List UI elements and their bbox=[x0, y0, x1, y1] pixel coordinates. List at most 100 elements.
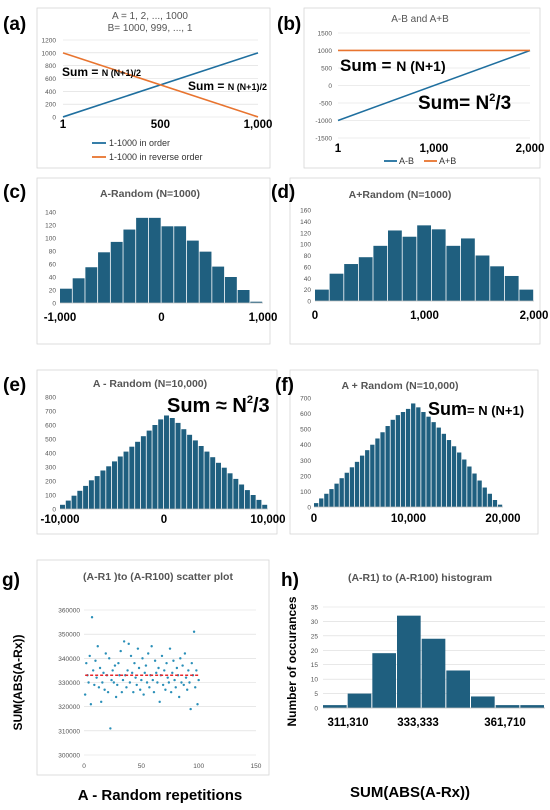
y-tick-d-4: 80 bbox=[304, 253, 312, 260]
y-tick-a-1: 200 bbox=[45, 102, 56, 109]
scatter-point-15 bbox=[101, 681, 104, 684]
bar-e-32 bbox=[244, 490, 250, 509]
bar-e-33 bbox=[250, 495, 256, 509]
y-tick-g-3: 330000 bbox=[58, 680, 80, 687]
scatter-point-44 bbox=[134, 676, 137, 679]
x-tick-g-1: 50 bbox=[138, 763, 146, 770]
y-tick-d-3: 60 bbox=[304, 264, 312, 271]
chart-e: A - Random (N=10,000) 0 100 200 300 400 500 600… bbox=[40, 378, 285, 526]
series-line-a-1 bbox=[62, 52, 259, 118]
y-tick-f-4: 400 bbox=[300, 442, 311, 449]
bar-f-5 bbox=[339, 478, 344, 507]
scatter-point-52 bbox=[143, 671, 146, 675]
y-tick-d-7: 140 bbox=[300, 219, 311, 226]
bar-f-8 bbox=[354, 461, 360, 507]
scatter-point-3 bbox=[87, 681, 90, 684]
annotation-e-sum: Sum ≈ N2/3 bbox=[167, 394, 270, 417]
bar-f-33 bbox=[482, 487, 487, 507]
bar-d-14 bbox=[519, 289, 534, 301]
bar-e-20 bbox=[175, 422, 181, 509]
bar-f-26 bbox=[446, 440, 452, 507]
x-tick-c-2: 1,000 bbox=[249, 312, 278, 324]
bar-e-7 bbox=[100, 470, 106, 509]
bar-c-4 bbox=[110, 241, 123, 303]
y-tick-c-3: 60 bbox=[49, 262, 57, 269]
bar-c-8 bbox=[161, 226, 174, 303]
bar-d-12 bbox=[490, 266, 504, 301]
scatter-point-45 bbox=[135, 683, 138, 687]
scatter-point-96 bbox=[194, 686, 197, 689]
bar-f-28 bbox=[457, 452, 462, 507]
scatter-point-12 bbox=[97, 686, 101, 689]
scatter-point-98 bbox=[196, 703, 199, 706]
y-tick-a-4: 800 bbox=[45, 63, 56, 70]
bar-f-2 bbox=[324, 493, 329, 507]
y-tick-e-3: 300 bbox=[45, 465, 56, 472]
bar-e-25 bbox=[204, 451, 210, 509]
bar-e-16 bbox=[152, 425, 158, 509]
y-tick-e-1: 100 bbox=[45, 493, 56, 500]
scatter-point-43 bbox=[133, 661, 136, 665]
bar-e-10 bbox=[117, 456, 123, 509]
scatter-point-67 bbox=[160, 654, 164, 658]
chart-title-h: (A-R1) to (A-R100) histogram bbox=[348, 572, 492, 584]
y-tick-c-7: 140 bbox=[45, 210, 56, 217]
scatter-point-53 bbox=[144, 664, 148, 667]
scatter-point-84 bbox=[180, 681, 183, 684]
bar-f-32 bbox=[477, 480, 482, 507]
scatter-point-17 bbox=[103, 688, 106, 691]
bar-d-10 bbox=[461, 238, 475, 301]
panel-label-e: (e) bbox=[3, 375, 26, 396]
y-tick-g-1: 310000 bbox=[58, 728, 80, 735]
chart-subtitle-a: B= 1000, 999, ..., 1 bbox=[108, 23, 193, 34]
scatter-point-86 bbox=[182, 683, 185, 687]
scatter-point-69 bbox=[163, 669, 166, 672]
scatter-point-72 bbox=[166, 676, 169, 679]
bar-c-14 bbox=[237, 290, 250, 303]
bar-e-30 bbox=[233, 478, 239, 509]
scatter-point-93 bbox=[190, 661, 193, 665]
bar-f-18 bbox=[405, 408, 411, 507]
chart-title-b: A-B and A+B bbox=[391, 14, 449, 25]
y-tick-b-4: 500 bbox=[321, 66, 332, 73]
scatter-point-56 bbox=[148, 686, 151, 689]
x-tick-b-2: 2,000 bbox=[516, 143, 545, 155]
bar-f-6 bbox=[344, 472, 349, 507]
bar-f-22 bbox=[426, 416, 431, 507]
bar-f-16 bbox=[395, 415, 401, 507]
bar-e-34 bbox=[256, 499, 262, 509]
y-axis-label-h: Number of occurances bbox=[285, 596, 299, 726]
y-tick-f-0: 0 bbox=[307, 505, 311, 512]
scatter-point-89 bbox=[186, 688, 189, 691]
scatter-point-85 bbox=[181, 664, 184, 667]
x-tick-f-1: 10,000 bbox=[391, 513, 426, 525]
bar-d-7 bbox=[417, 225, 431, 301]
annotation-a-left: Sum = N (N+1)/2 bbox=[62, 65, 141, 79]
scatter-point-60 bbox=[152, 690, 156, 694]
bar-d-5 bbox=[388, 230, 402, 301]
y-tick-g-5: 350000 bbox=[58, 632, 80, 639]
chart-g: (A-R1 )to (A-R100) scatter plot 300000 310… bbox=[11, 571, 262, 770]
scatter-point-48 bbox=[138, 688, 142, 691]
y-tick-d-0: 0 bbox=[307, 299, 311, 306]
bar-f-30 bbox=[467, 466, 472, 507]
y-tick-h-6: 30 bbox=[311, 619, 319, 626]
y-tick-c-5: 100 bbox=[45, 236, 56, 243]
scatter-point-70 bbox=[164, 688, 167, 691]
y-tick-f-7: 700 bbox=[300, 396, 311, 403]
bar-d-13 bbox=[504, 275, 519, 301]
bar-h-1 bbox=[347, 693, 372, 708]
x-tick-e-1: 0 bbox=[161, 514, 167, 526]
bar-e-24 bbox=[198, 446, 204, 509]
y-tick-f-6: 600 bbox=[300, 411, 311, 418]
scatter-point-80 bbox=[175, 666, 179, 670]
scatter-point-75 bbox=[169, 690, 173, 694]
bar-c-1 bbox=[72, 278, 85, 303]
bar-e-27 bbox=[216, 462, 221, 509]
y-tick-c-1: 20 bbox=[49, 288, 57, 295]
y-tick-e-0: 0 bbox=[52, 507, 56, 514]
y-tick-e-4: 400 bbox=[45, 451, 56, 458]
chart-c: A-Random (N=1000) 0 20 40 60 80 100 120 140 -1,00… bbox=[44, 188, 278, 324]
x-tick-e-0: -10,000 bbox=[40, 514, 79, 526]
chart-f: A + Random (N=10,000) 0 100 200 300 400 500 600… bbox=[300, 380, 520, 525]
